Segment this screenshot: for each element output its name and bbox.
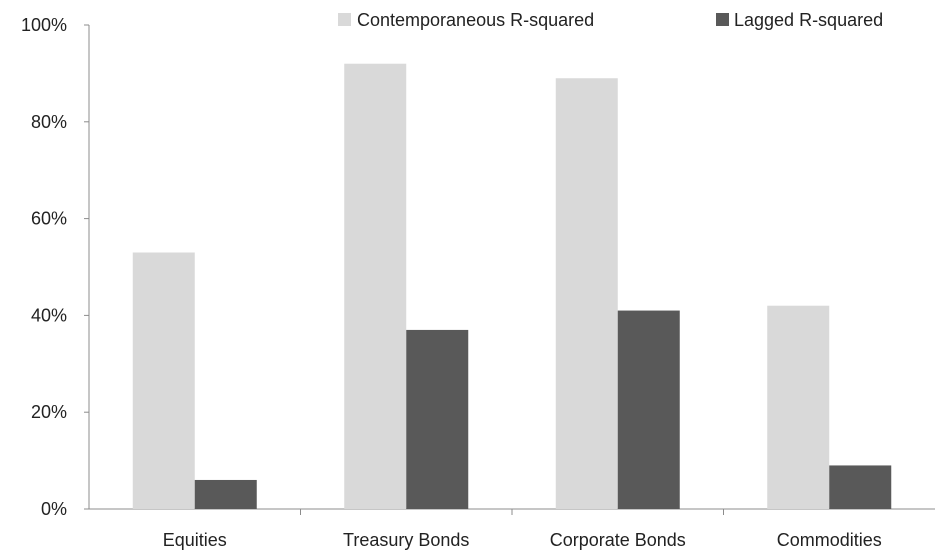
bar-lagged-corporate-bonds [617, 310, 680, 509]
bar-lagged-commodities [829, 465, 892, 509]
x-category-label: Corporate Bonds [550, 530, 686, 550]
x-category-label: Equities [163, 530, 227, 550]
x-category-label: Treasury Bonds [343, 530, 469, 550]
x-axis-categories: Equities Treasury Bonds Corporate Bonds Com… [163, 530, 882, 550]
y-tick-label: 40% [31, 305, 67, 325]
legend: Contemporaneous R-squared Lagged R-square… [338, 10, 883, 30]
y-axis-ticks: 0% 20% 40% 60% 80% 100% [21, 15, 89, 519]
y-tick-label: 20% [31, 402, 67, 422]
bars [132, 63, 892, 510]
bar-contemporaneous-commodities [767, 305, 830, 509]
legend-label: Contemporaneous R-squared [357, 10, 594, 30]
y-tick-label: 100% [21, 15, 67, 35]
bar-contemporaneous-treasury-bonds [344, 63, 407, 509]
x-category-label: Commodities [777, 530, 882, 550]
bar-lagged-treasury-bonds [406, 329, 469, 509]
legend-label: Lagged R-squared [734, 10, 883, 30]
legend-swatch [338, 13, 351, 26]
bar-lagged-equities [194, 479, 257, 509]
bar-contemporaneous-equities [132, 252, 195, 510]
y-tick-label: 80% [31, 112, 67, 132]
y-tick-label: 0% [41, 499, 67, 519]
legend-swatch [716, 13, 729, 26]
bar-contemporaneous-corporate-bonds [555, 78, 618, 510]
y-tick-label: 60% [31, 209, 67, 229]
